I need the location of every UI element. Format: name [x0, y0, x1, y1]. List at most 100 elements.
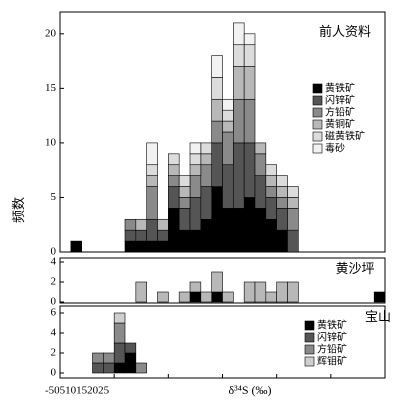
- bar-segment: [200, 142, 212, 155]
- bar-segment: [189, 229, 202, 253]
- legend-swatch: [304, 356, 315, 367]
- bar-segment: [200, 291, 212, 303]
- bar-segment: [146, 240, 158, 253]
- bar-segment: [276, 175, 288, 187]
- bar-segment: [243, 142, 256, 198]
- bar-segment: [276, 197, 288, 209]
- bar-segment: [287, 229, 299, 253]
- bar-segment: [113, 322, 126, 344]
- legend-swatch: [304, 344, 315, 355]
- y-tick-label: 4: [51, 256, 57, 268]
- bar-segment: [124, 229, 137, 242]
- bar-segment: [373, 291, 386, 303]
- bar-segment: [287, 208, 299, 231]
- bar-segment: [265, 175, 277, 187]
- legend-swatch: [312, 83, 323, 94]
- bar-segment: [189, 197, 202, 231]
- panel-title: 宝山: [365, 309, 391, 324]
- bar-segment: [178, 197, 191, 209]
- bar-segment: [178, 229, 191, 253]
- bar-segment: [254, 281, 267, 303]
- y-tick-label: 6: [51, 307, 57, 319]
- legend-label: 毒砂: [325, 141, 345, 154]
- x-tick-label: 5: [60, 385, 66, 397]
- bar-segment: [124, 352, 137, 374]
- legend-label: 闪锌矿: [317, 330, 347, 343]
- bar-segment: [124, 218, 137, 231]
- bar-segment: [135, 281, 147, 303]
- bar-segment: [243, 66, 256, 100]
- legend-swatch: [312, 119, 323, 130]
- bar-segment: [168, 186, 180, 209]
- bar-segment: [211, 120, 223, 144]
- bar-segment: [222, 291, 234, 303]
- bar-segment: [178, 175, 191, 187]
- bar-segment: [243, 281, 256, 303]
- bar-segment: [189, 281, 202, 293]
- bar-segment: [178, 291, 191, 303]
- bar-segment: [200, 218, 212, 253]
- legend-label: 黄铁矿: [325, 81, 355, 94]
- bar-segment: [189, 291, 202, 303]
- bar-segment: [222, 208, 234, 253]
- bar-segment: [146, 186, 158, 220]
- legend-swatch: [312, 131, 323, 142]
- x-tick-label: 20: [87, 385, 99, 397]
- bar-segment: [233, 22, 245, 46]
- bar-segment: [222, 98, 234, 111]
- bar-segment: [92, 362, 104, 374]
- bar-segment: [254, 208, 267, 253]
- legend-label: 方铅矿: [317, 342, 347, 355]
- bar-segment: [178, 208, 191, 231]
- bar-segment: [254, 153, 267, 176]
- bar-segment: [135, 218, 147, 231]
- y-tick-label: 4: [51, 327, 57, 339]
- bar-segment: [200, 164, 212, 187]
- bar-segment: [157, 240, 169, 253]
- bar-segment: [211, 291, 223, 303]
- bar-segment: [189, 153, 202, 166]
- y-tick-label: 0: [51, 246, 57, 258]
- bar-segment: [276, 281, 288, 303]
- bar-segment: [189, 175, 202, 198]
- bar-segment: [200, 186, 212, 220]
- bar-segment: [276, 186, 288, 198]
- bar-segment: [124, 342, 137, 354]
- bar-segment: [113, 312, 126, 324]
- bar-segment: [189, 164, 202, 176]
- bar-segment: [211, 271, 223, 293]
- bar-segment: [233, 142, 245, 209]
- bar-segment: [222, 131, 234, 166]
- bar-segment: [135, 362, 147, 374]
- bar-segment: [233, 208, 245, 253]
- bar-segment: [92, 352, 104, 364]
- y-tick-label: 2: [51, 276, 57, 288]
- bar-segment: [168, 208, 180, 253]
- y-tick-label: 0: [51, 367, 57, 379]
- bar-segment: [146, 218, 158, 242]
- legend-swatch: [312, 107, 323, 118]
- bar-segment: [243, 33, 256, 46]
- bar-segment: [113, 362, 126, 374]
- bar-segment: [243, 98, 256, 144]
- bar-segment: [168, 153, 180, 166]
- y-tick-label: 0: [51, 296, 57, 308]
- bar-segment: [157, 218, 169, 231]
- bar-segment: [113, 342, 126, 364]
- bar-segment: [287, 197, 299, 209]
- bar-segment: [70, 240, 82, 253]
- legend-label: 黄铁矿: [317, 318, 347, 331]
- y-tick-label: 2: [51, 347, 57, 359]
- bar-segment: [211, 98, 223, 122]
- bar-segment: [189, 142, 202, 155]
- bar-segment: [276, 229, 288, 253]
- x-tick-label: 10: [65, 385, 77, 397]
- bar-segment: [233, 98, 245, 144]
- panel-frame: [59, 257, 386, 304]
- bar-segment: [222, 164, 234, 209]
- bar-segment: [146, 164, 158, 176]
- bar-segment: [254, 142, 267, 155]
- bar-segment: [265, 218, 277, 253]
- bar-segment: [287, 281, 299, 303]
